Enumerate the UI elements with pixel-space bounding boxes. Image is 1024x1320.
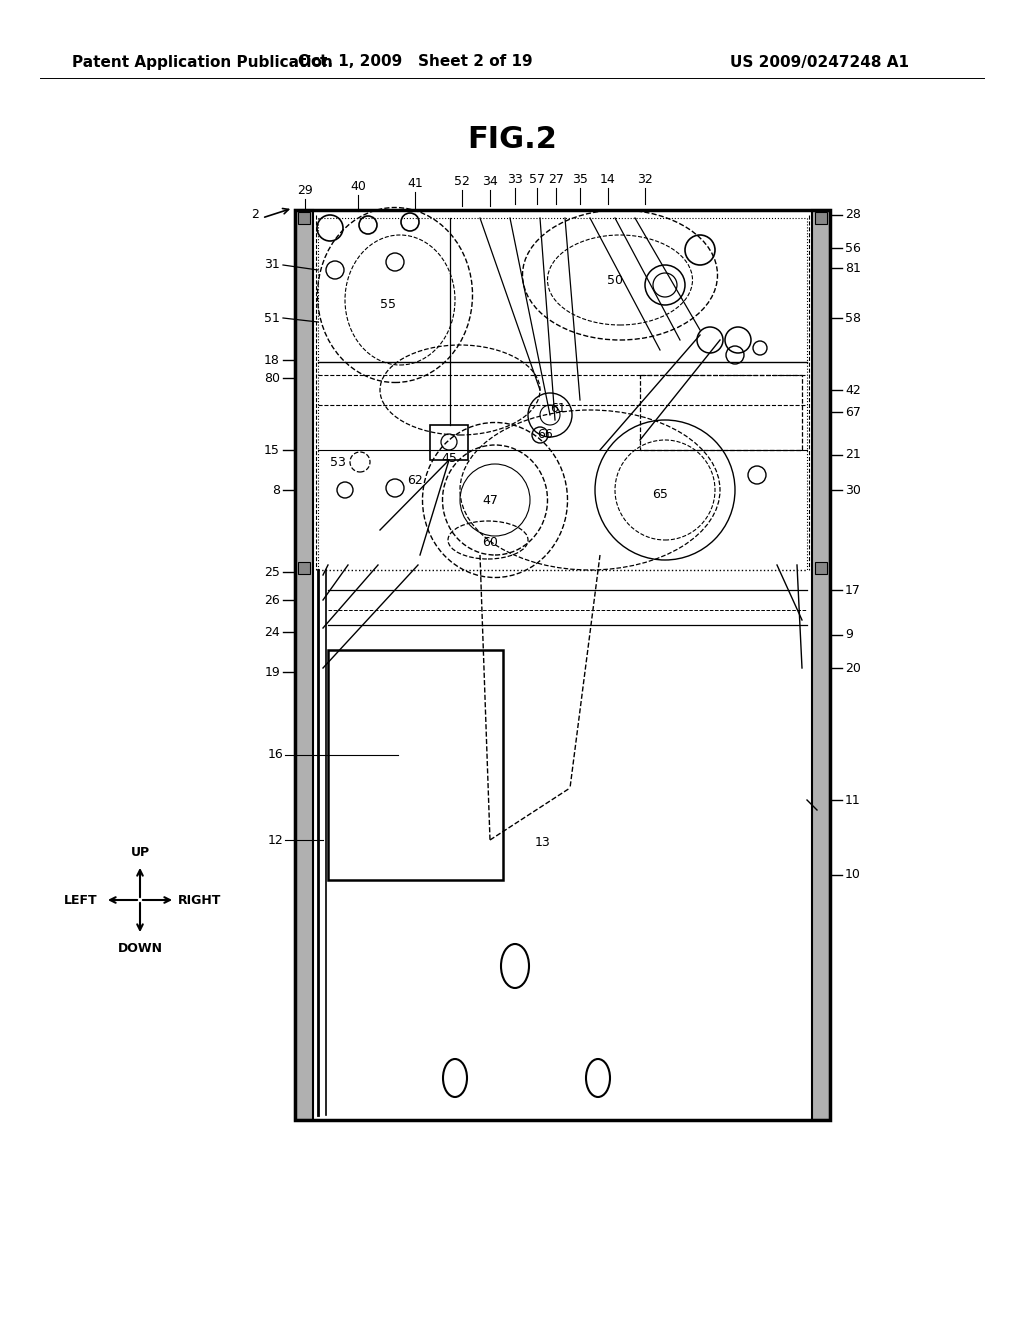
Text: LEFT: LEFT [65,894,98,907]
Text: 67: 67 [845,405,861,418]
Text: 45: 45 [441,451,457,465]
Text: 20: 20 [845,661,861,675]
Text: 40: 40 [350,180,366,193]
Text: 65: 65 [652,488,668,502]
Polygon shape [815,213,827,224]
Text: 14: 14 [600,173,615,186]
Text: 52: 52 [454,176,470,187]
Text: 51: 51 [264,312,280,325]
Text: 58: 58 [845,312,861,325]
Text: FIG.2: FIG.2 [467,125,557,154]
Text: 24: 24 [264,626,280,639]
Text: 29: 29 [297,183,313,197]
Text: 8: 8 [272,483,280,496]
Text: US 2009/0247248 A1: US 2009/0247248 A1 [730,54,909,70]
Text: 53: 53 [330,455,346,469]
Text: 66: 66 [538,429,553,441]
Text: 81: 81 [845,261,861,275]
Text: 19: 19 [264,665,280,678]
Text: 25: 25 [264,565,280,578]
Text: 13: 13 [536,836,551,849]
Text: 62: 62 [408,474,423,487]
Text: 57: 57 [529,173,545,186]
Text: 32: 32 [637,173,653,186]
Text: 61: 61 [550,401,566,414]
Text: 31: 31 [264,259,280,272]
Text: 41: 41 [408,177,423,190]
Polygon shape [815,562,827,574]
Text: 28: 28 [845,209,861,222]
Text: DOWN: DOWN [118,941,163,954]
Text: 80: 80 [264,371,280,384]
Text: 18: 18 [264,354,280,367]
Text: 11: 11 [845,793,861,807]
Text: 50: 50 [607,273,623,286]
Text: Patent Application Publication: Patent Application Publication [72,54,333,70]
Polygon shape [812,210,830,1119]
Text: 27: 27 [548,173,564,186]
Polygon shape [298,213,310,224]
Text: 34: 34 [482,176,498,187]
Text: 9: 9 [845,628,853,642]
Text: 16: 16 [267,748,283,762]
Polygon shape [295,210,313,1119]
Text: 10: 10 [845,869,861,882]
Text: 35: 35 [572,173,588,186]
Text: UP: UP [130,846,150,858]
Text: 55: 55 [380,298,396,312]
Text: 42: 42 [845,384,861,396]
Text: 47: 47 [482,494,498,507]
Text: 15: 15 [264,444,280,457]
Text: 26: 26 [264,594,280,606]
Text: RIGHT: RIGHT [178,894,221,907]
Text: Oct. 1, 2009   Sheet 2 of 19: Oct. 1, 2009 Sheet 2 of 19 [298,54,532,70]
Text: 56: 56 [845,242,861,255]
Polygon shape [298,562,310,574]
Text: 12: 12 [267,833,283,846]
Text: 17: 17 [845,583,861,597]
Text: 2: 2 [251,209,259,222]
Text: 30: 30 [845,483,861,496]
Text: 60: 60 [482,536,498,549]
Text: 21: 21 [845,449,861,462]
Text: 33: 33 [507,173,523,186]
